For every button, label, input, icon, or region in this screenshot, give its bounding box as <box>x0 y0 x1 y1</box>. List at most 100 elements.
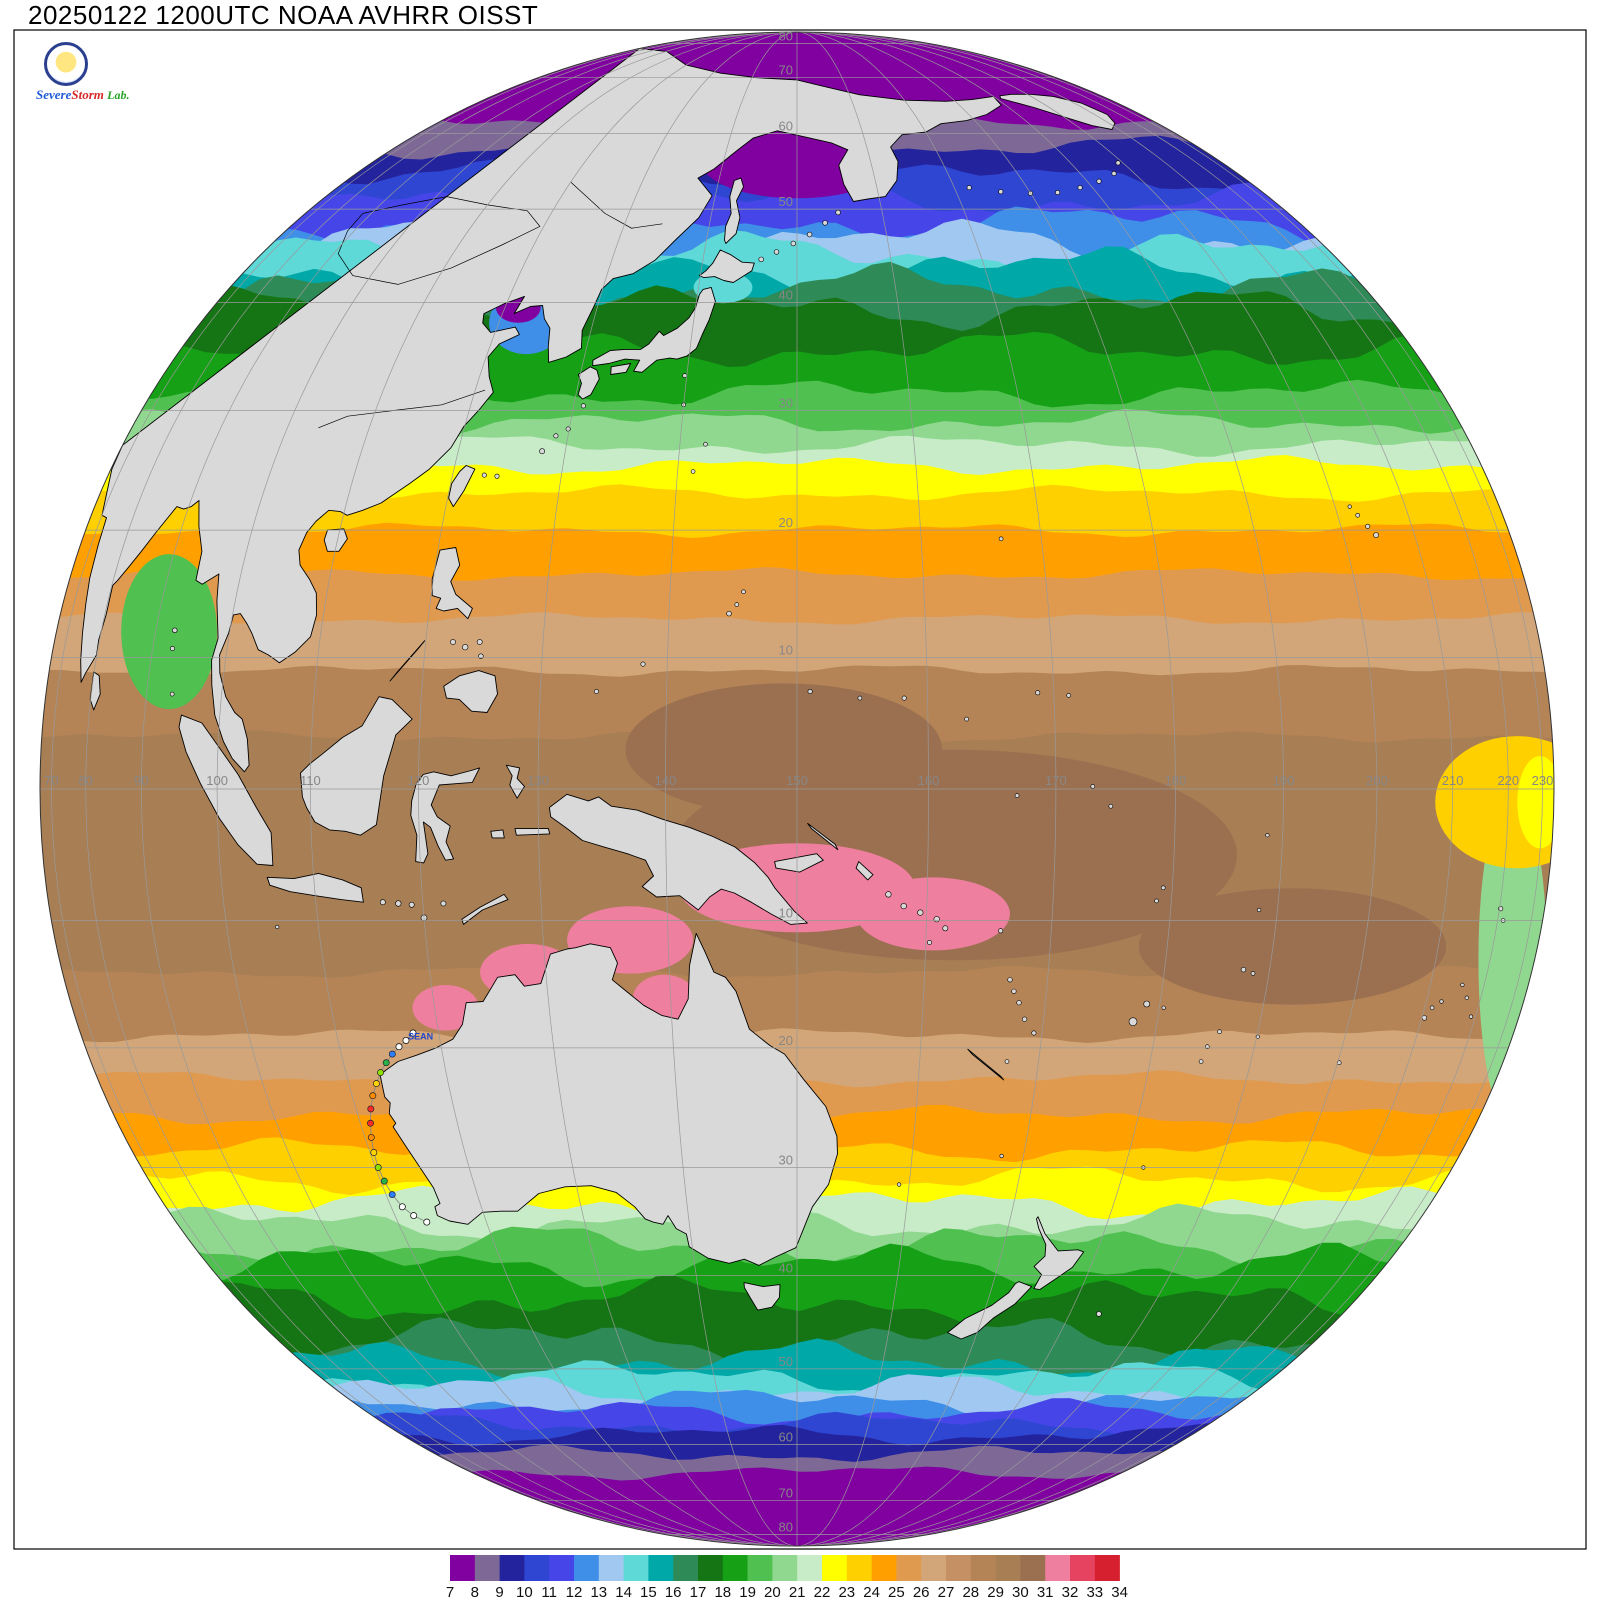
lat-label--40: 40 <box>779 1261 793 1276</box>
storm-position-dot <box>367 1133 375 1141</box>
colorbar-tick-label: 16 <box>665 1584 682 1600</box>
land-sulawesi <box>410 767 481 864</box>
storm-position-dot <box>410 1212 418 1220</box>
colorbar-tick-label: 21 <box>789 1584 806 1600</box>
storm-position-dot <box>367 1105 375 1113</box>
storm-position-dot <box>423 1218 431 1226</box>
logo-word-lab: Lab. <box>107 88 130 102</box>
lon-label-140: 140 <box>655 773 677 788</box>
logo-word-storm: Storm <box>71 87 104 102</box>
lat-label-70: 70 <box>779 63 793 78</box>
colorbar-tick-label: 31 <box>1037 1584 1054 1600</box>
lat-label--20: 20 <box>779 1033 793 1048</box>
colorbar-cell <box>946 1555 972 1581</box>
colorbar-cell <box>1070 1555 1096 1581</box>
colorbar-cell <box>1045 1555 1071 1581</box>
colorbar-tick-label: 15 <box>640 1584 657 1600</box>
lat-label-60: 60 <box>779 118 793 133</box>
globe-horizon-outline <box>39 31 1555 1547</box>
lat-label--60: 60 <box>779 1430 793 1445</box>
land-new-guinea <box>548 793 808 925</box>
lat-label-50: 50 <box>779 194 793 209</box>
colorbar-tick-label: 28 <box>962 1584 979 1600</box>
storm-position-dot <box>382 1059 390 1067</box>
lon-label-80: 80 <box>78 773 92 788</box>
colorbar-cell <box>549 1555 575 1581</box>
globe <box>40 32 1554 1546</box>
land-seram <box>514 828 551 836</box>
land-sumatra <box>178 714 274 866</box>
storm-position-dot <box>388 1050 396 1058</box>
land-tasmania <box>743 1282 781 1311</box>
land-asia-mainland <box>80 48 1002 773</box>
colorbar-cell <box>450 1555 476 1581</box>
storm-position-dot <box>402 1036 410 1044</box>
colorbar-tick-label: 18 <box>714 1584 731 1600</box>
lat-label--70: 70 <box>779 1485 793 1500</box>
colorbar-cell <box>747 1555 773 1581</box>
colorbar-tick-label: 23 <box>838 1584 855 1600</box>
lat-label--80: 80 <box>779 1520 793 1535</box>
storm-position-dot <box>380 1177 388 1185</box>
graticule-labels: 70 80 90 100 110 120 130 140 150 160 170 180 190 200 2… <box>44 29 1553 1535</box>
storm-position-dot <box>409 1029 417 1037</box>
colorbar-tick-label: 20 <box>764 1584 781 1600</box>
colorbar-cell <box>921 1555 947 1581</box>
lat-label--30: 30 <box>779 1153 793 1168</box>
colorbar-tick-label: 24 <box>863 1584 880 1600</box>
lat-label-40: 40 <box>779 287 793 302</box>
land-luzon <box>431 547 473 620</box>
lon-label-210: 210 <box>1442 773 1464 788</box>
land-halmahera <box>505 764 525 799</box>
map-title: 20250122 1200UTC NOAA AVHRR OISST <box>28 0 539 30</box>
lon-label-170: 170 <box>1045 773 1067 788</box>
colorbar-cell <box>722 1555 748 1581</box>
lat-label-20: 20 <box>779 515 793 530</box>
colorbar-tick-label: 7 <box>446 1584 454 1600</box>
graticule <box>40 32 1554 1546</box>
land-bougainville <box>855 861 874 881</box>
colorbar-cell <box>673 1555 699 1581</box>
land-nz-north-island <box>1033 1216 1085 1291</box>
lon-label-150: 150 <box>786 773 808 788</box>
colorbar-tick-label: 22 <box>814 1584 831 1600</box>
colorbar-cell <box>598 1555 624 1581</box>
landmasses <box>80 48 1506 1340</box>
colorbar-cell <box>474 1555 500 1581</box>
storm-position-dot <box>370 1149 378 1156</box>
colorbar-cell <box>499 1555 525 1581</box>
land-new-caledonia <box>967 1048 1005 1081</box>
land-kyushu <box>577 366 600 400</box>
logo-text: SevereStorm Lab. <box>36 88 146 102</box>
storm-position-dot <box>395 1043 403 1051</box>
land-nz-south-island <box>947 1281 1033 1340</box>
lon-label-160: 160 <box>918 773 940 788</box>
colorbar-tick-label: 11 <box>541 1584 557 1600</box>
lat-label-10: 10 <box>779 643 793 658</box>
colorbar-tick-label: 27 <box>938 1584 955 1600</box>
storm-track: SEAN <box>367 1029 433 1226</box>
lon-label-110: 110 <box>300 773 321 788</box>
land-shikoku <box>610 363 632 375</box>
land-timor <box>461 893 509 925</box>
storm-position-dot <box>374 1164 382 1171</box>
lon-label-230: 230 <box>1532 773 1554 788</box>
storm-position-dot <box>369 1092 377 1100</box>
colorbar-tick-label: 26 <box>913 1584 930 1600</box>
sst-colorbar: 7 8 9 10 11 12 13 14 15 16 17 18 19 20 21 22 23 24 25 26 27 2… <box>446 1555 1128 1600</box>
border-mongolia-border <box>337 196 541 285</box>
colorbar-cell <box>1020 1555 1046 1581</box>
land-mindanao <box>443 670 498 713</box>
colorbar-tick-label: 10 <box>516 1584 533 1600</box>
colorbar-tick-label: 30 <box>1012 1584 1029 1600</box>
lat-label-80: 80 <box>779 29 793 44</box>
storm-position-dot <box>367 1119 374 1127</box>
severe-storm-lab-logo: SevereStorm Lab. <box>36 42 146 102</box>
land-new-britain <box>774 853 824 873</box>
lon-label-130: 130 <box>527 773 549 788</box>
storm-position-dot <box>398 1203 406 1211</box>
colorbar-cell <box>846 1555 872 1581</box>
colorbar-cell <box>995 1555 1021 1581</box>
colorbar-tick-label: 33 <box>1086 1584 1103 1600</box>
